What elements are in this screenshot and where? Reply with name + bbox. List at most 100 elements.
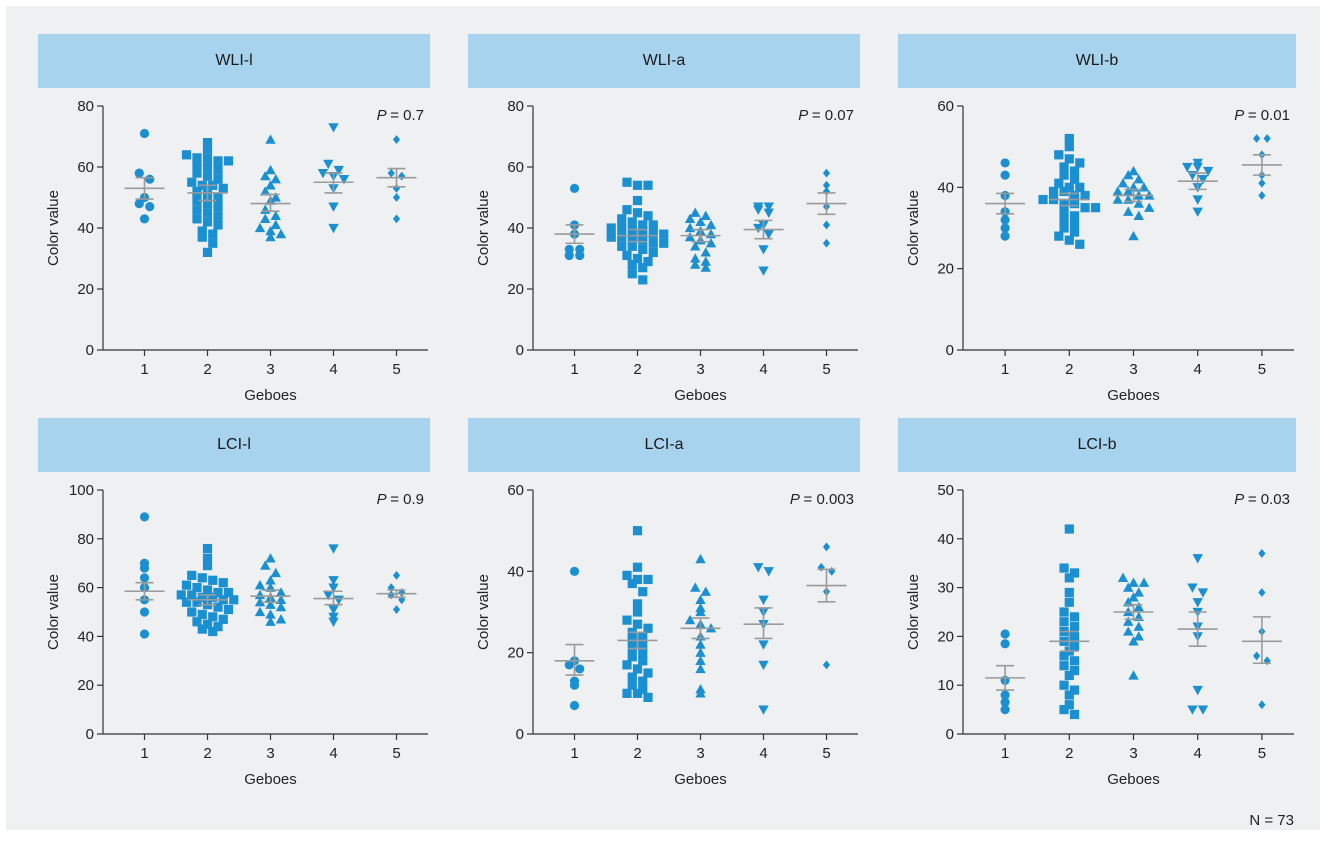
data-point	[192, 195, 202, 206]
data-point	[260, 560, 271, 570]
data-point	[265, 231, 276, 242]
data-point	[1123, 582, 1134, 592]
data-point	[1253, 651, 1261, 661]
y-axis-label: Color value	[475, 574, 492, 650]
data-point	[1080, 190, 1090, 201]
panel-header-wli-b: WLI-b	[898, 34, 1296, 88]
x-tick-label: 5	[392, 745, 400, 762]
series-geboes-5	[1241, 549, 1282, 710]
data-point	[627, 680, 637, 690]
data-point	[705, 238, 717, 248]
x-tick-label: 5	[822, 745, 830, 762]
p-value-label: P = 0.9	[377, 491, 424, 508]
data-point	[328, 544, 339, 554]
data-point	[218, 183, 228, 193]
data-point	[1069, 641, 1080, 651]
data-point	[627, 578, 637, 589]
panel-wli-a: 0 20 40 60 80 1 2 3 4 5 Geboes Color value P = 0.07	[475, 98, 858, 404]
data-point	[606, 232, 616, 242]
data-point	[1000, 629, 1010, 639]
data-point	[208, 238, 218, 248]
data-point	[1048, 186, 1059, 196]
series-geboes-2	[176, 543, 239, 637]
x-tick-label: 5	[822, 361, 830, 378]
data-point	[632, 619, 643, 629]
data-point	[632, 562, 643, 572]
data-point	[1059, 207, 1069, 217]
data-point	[763, 229, 774, 240]
data-point	[1192, 685, 1203, 696]
y-tick-label: 80	[507, 98, 524, 115]
data-point	[695, 594, 706, 604]
p-value-label: P = 0.01	[1234, 107, 1290, 124]
data-point	[1123, 616, 1134, 626]
data-point	[202, 153, 213, 163]
data-point	[1059, 563, 1069, 573]
x-tick-label: 4	[329, 745, 337, 762]
data-point	[1117, 178, 1129, 188]
data-point	[208, 229, 218, 239]
data-point	[822, 542, 831, 552]
data-point	[1133, 601, 1144, 612]
data-point	[260, 213, 271, 224]
data-point	[1038, 194, 1048, 205]
data-point	[202, 144, 213, 154]
y-tick-label: 50	[937, 482, 954, 499]
series-geboes-1	[985, 629, 1026, 715]
x-axis-label: Geboes	[244, 387, 297, 404]
data-point	[1000, 231, 1010, 241]
data-point	[659, 229, 669, 239]
data-point	[1069, 709, 1080, 720]
data-point	[638, 235, 648, 245]
data-point	[1069, 211, 1080, 221]
data-point	[828, 566, 836, 576]
data-point	[627, 241, 637, 251]
data-point	[643, 692, 653, 702]
data-point	[192, 153, 202, 163]
data-point	[700, 247, 711, 257]
data-point	[643, 668, 653, 678]
series-geboes-3	[680, 207, 721, 272]
data-point	[690, 582, 701, 592]
data-point	[638, 676, 648, 686]
data-point	[659, 238, 669, 248]
data-point	[192, 205, 202, 215]
data-point	[1000, 639, 1010, 649]
data-point	[187, 570, 197, 580]
data-point	[202, 543, 213, 554]
data-point	[1128, 165, 1139, 176]
data-point	[705, 219, 717, 230]
data-point	[181, 580, 192, 590]
series-geboes-5	[376, 135, 417, 224]
x-tick-label: 4	[759, 361, 767, 378]
series-geboes-3	[1112, 165, 1155, 241]
y-axis-label: Color value	[475, 190, 492, 266]
data-point	[1138, 577, 1150, 587]
data-point	[328, 583, 339, 593]
data-point	[684, 231, 696, 242]
data-point	[192, 159, 202, 169]
data-point	[1064, 670, 1074, 681]
data-point	[1059, 186, 1069, 196]
data-point	[1090, 203, 1101, 213]
x-axis-label: Geboes	[244, 771, 297, 788]
data-point	[202, 138, 213, 148]
data-point	[822, 180, 831, 190]
x-tick-label: 2	[633, 745, 641, 762]
x-tick-label: 3	[266, 745, 274, 762]
y-tick-label: 0	[946, 726, 954, 743]
data-point	[632, 574, 643, 585]
series-geboes-4	[313, 544, 354, 627]
data-point	[564, 660, 574, 670]
data-point	[270, 210, 281, 220]
data-point	[1133, 621, 1144, 631]
data-point	[213, 211, 223, 221]
series-geboes-1	[985, 158, 1026, 241]
data-point	[1128, 636, 1139, 646]
data-point	[192, 597, 202, 607]
data-point	[1064, 690, 1074, 700]
data-point	[213, 220, 223, 230]
data-point	[638, 263, 648, 273]
data-point	[695, 647, 706, 657]
y-tick-label: 20	[77, 281, 94, 298]
